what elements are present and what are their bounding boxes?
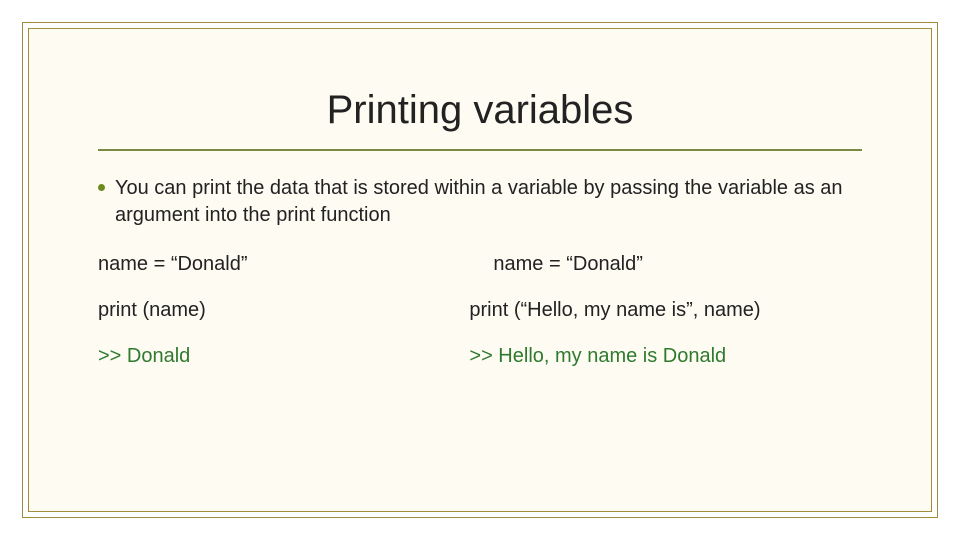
bullet-text: You can print the data that is stored wi…	[115, 175, 862, 229]
code-line: name = “Donald”	[469, 251, 862, 277]
title-underline	[98, 149, 862, 151]
output-line: >> Donald	[98, 343, 439, 369]
code-line: name = “Donald”	[98, 251, 439, 277]
example-right: name = “Donald” print (“Hello, my name i…	[469, 251, 862, 369]
slide: Printing variables You can print the dat…	[0, 0, 960, 540]
bullet-item: You can print the data that is stored wi…	[98, 175, 862, 229]
example-left: name = “Donald” print (name) >> Donald	[98, 251, 439, 369]
output-line: >> Hello, my name is Donald	[469, 343, 862, 369]
slide-content: Printing variables You can print the dat…	[28, 28, 932, 512]
code-line: print (“Hello, my name is”, name)	[469, 297, 862, 323]
code-line: print (name)	[98, 297, 439, 323]
bullet-dot-icon	[98, 184, 105, 191]
slide-title: Printing variables	[98, 88, 862, 133]
examples-row: name = “Donald” print (name) >> Donald n…	[98, 251, 862, 369]
